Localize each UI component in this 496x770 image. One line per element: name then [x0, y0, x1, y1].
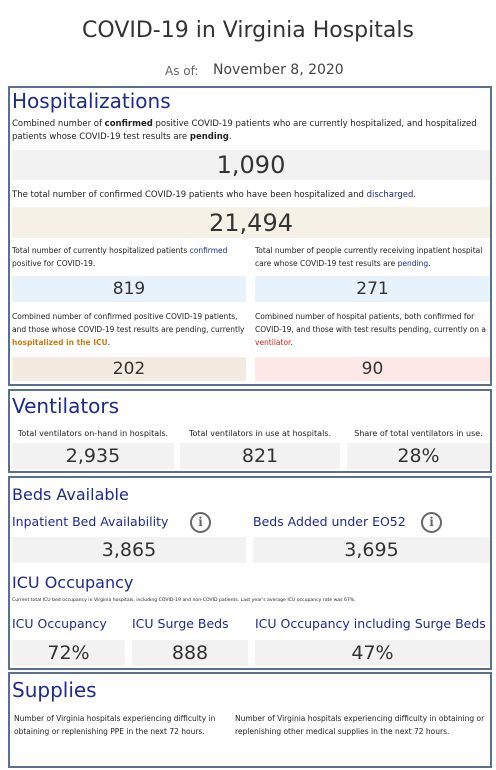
ventilators-panel — [8, 389, 492, 473]
note: Current total ICU bed occupancy in Virgi… — [12, 598, 356, 603]
value: 1,090 — [12, 150, 490, 180]
info-icon[interactable]: i — [190, 512, 211, 533]
value: 202 — [12, 357, 246, 381]
label: ICU Surge Beds — [132, 616, 229, 631]
label: Beds Added under EO52 — [253, 514, 406, 529]
text: confirmed — [104, 119, 153, 129]
description: Combined number of hospital patients, bo… — [255, 310, 489, 349]
value: 819 — [12, 276, 246, 302]
value: 3,865 — [12, 537, 246, 563]
text: ventilator — [255, 338, 291, 347]
text: . — [107, 338, 111, 347]
section-title: Supplies — [12, 678, 97, 702]
section-title: Ventilators — [12, 394, 120, 418]
text: . — [428, 259, 431, 268]
supplies-panel — [8, 672, 492, 768]
text: Combined number of confirmed positive CO… — [12, 312, 245, 334]
value: 2,935 — [12, 443, 174, 469]
text: . — [413, 190, 417, 200]
label: Inpatient Bed Availability — [12, 514, 169, 529]
section-title: Beds Available — [12, 485, 129, 504]
text: positive for COVID-19. — [12, 259, 96, 268]
text: . — [228, 132, 232, 142]
description: Number of Virginia hospitals experiencin… — [235, 714, 485, 736]
text: pending — [189, 132, 229, 142]
text: The total number of confirmed COVID-19 p… — [12, 190, 367, 200]
text: confirmed — [189, 246, 228, 255]
description: Combined number of confirmed positive CO… — [12, 118, 482, 144]
value: 72% — [12, 640, 125, 666]
value: 888 — [132, 640, 248, 666]
text: pending — [397, 259, 429, 268]
text: discharged — [366, 190, 414, 200]
as-of-label: As of: — [165, 64, 199, 78]
text: hospitalized in the ICU — [12, 338, 108, 347]
label: Total ventilators on-hand in hospitals. — [17, 429, 169, 438]
as-of-date: November 8, 2020 — [213, 62, 344, 78]
page-title: COVID-19 in Virginia Hospitals — [82, 18, 414, 43]
description: Total number of people currently receivi… — [255, 244, 487, 270]
label: Total ventilators in use at hospitals. — [189, 429, 331, 438]
value: 21,494 — [12, 207, 490, 238]
value: 90 — [255, 357, 490, 381]
value: 821 — [180, 443, 340, 469]
description: Combined number of confirmed positive CO… — [12, 310, 248, 349]
info-icon[interactable]: i — [421, 512, 442, 533]
value: 47% — [255, 640, 490, 666]
value: 271 — [255, 276, 490, 302]
label: ICU Occupancy — [12, 616, 107, 631]
value: 28% — [347, 443, 490, 469]
text: Combined number of — [12, 119, 105, 129]
label: Share of total ventilators in use. — [354, 429, 483, 438]
label: ICU Occupancy including Surge Beds — [255, 616, 486, 631]
description: Number of Virginia hospitals experiencin… — [14, 714, 216, 736]
description: Total number of currently hospitalized p… — [12, 244, 234, 270]
description: The total number of confirmed COVID-19 p… — [12, 189, 482, 202]
text: Total number of people currently receivi… — [255, 246, 483, 268]
text: . — [290, 338, 293, 347]
value: 3,695 — [253, 537, 490, 563]
section-title: Hospitalizations — [12, 89, 171, 113]
text: Combined number of hospital patients, bo… — [255, 312, 486, 334]
section-title: ICU Occupancy — [12, 573, 134, 592]
text: positive COVID-19 patients who are curre… — [12, 119, 477, 142]
text: Total number of currently hospitalized p… — [12, 246, 190, 255]
beds-panel — [8, 476, 492, 670]
hospitalizations-panel — [8, 86, 492, 386]
